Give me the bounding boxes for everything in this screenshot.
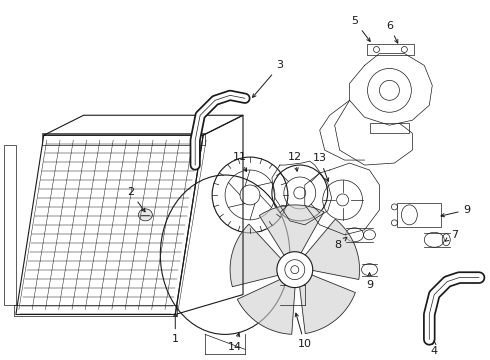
Text: 9: 9 bbox=[441, 205, 471, 217]
Text: 9: 9 bbox=[366, 273, 373, 289]
Text: 6: 6 bbox=[386, 21, 398, 43]
Text: 13: 13 bbox=[313, 153, 329, 181]
Bar bbox=[14, 305, 177, 316]
Bar bbox=[397, 203, 441, 227]
Text: 4: 4 bbox=[431, 341, 438, 356]
Bar bbox=[367, 44, 415, 55]
Bar bbox=[42, 133, 205, 145]
Polygon shape bbox=[237, 277, 295, 334]
Polygon shape bbox=[259, 205, 324, 260]
Text: 8: 8 bbox=[334, 238, 347, 250]
Text: 14: 14 bbox=[228, 333, 242, 352]
Text: 3: 3 bbox=[252, 60, 283, 97]
Circle shape bbox=[277, 252, 313, 288]
Text: 10: 10 bbox=[295, 313, 312, 349]
Bar bbox=[369, 123, 409, 133]
Ellipse shape bbox=[138, 209, 152, 221]
Text: 12: 12 bbox=[288, 152, 302, 171]
Polygon shape bbox=[299, 273, 355, 334]
Polygon shape bbox=[230, 224, 285, 287]
Bar bbox=[4, 145, 16, 305]
Text: 7: 7 bbox=[445, 230, 458, 241]
Text: 1: 1 bbox=[172, 313, 179, 345]
Text: 11: 11 bbox=[233, 152, 247, 171]
Polygon shape bbox=[301, 219, 360, 279]
Text: 2: 2 bbox=[127, 187, 145, 212]
Text: 5: 5 bbox=[351, 15, 370, 41]
